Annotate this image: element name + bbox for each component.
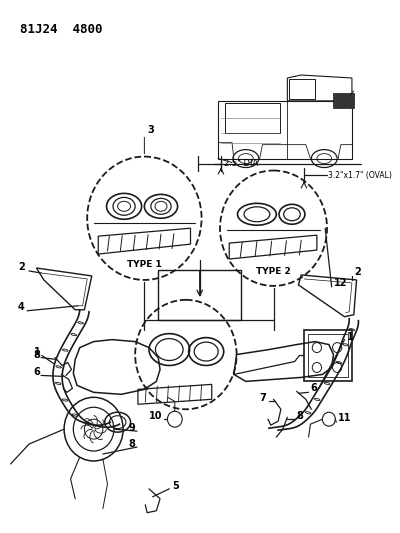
Text: 5: 5 <box>172 481 179 491</box>
Text: 12: 12 <box>334 278 347 288</box>
Bar <box>304 330 352 382</box>
Text: 6: 6 <box>310 383 317 393</box>
Text: 2: 2 <box>18 262 25 272</box>
Bar <box>334 93 354 108</box>
Bar <box>289 79 315 99</box>
Text: 2: 2 <box>354 267 360 277</box>
Text: 9: 9 <box>129 423 136 433</box>
Bar <box>308 334 348 377</box>
Text: 6: 6 <box>33 367 40 377</box>
Text: TYPE 1: TYPE 1 <box>127 260 162 269</box>
Bar <box>218 101 352 158</box>
Text: 8: 8 <box>296 411 304 421</box>
Text: 8: 8 <box>33 350 40 360</box>
Text: 3: 3 <box>147 125 154 135</box>
Text: 1: 1 <box>347 332 354 342</box>
Text: 1: 1 <box>34 346 40 357</box>
Text: TYPE 2: TYPE 2 <box>256 268 291 277</box>
Text: 11: 11 <box>338 413 352 423</box>
Text: 3.2"x1.7" (OVAL): 3.2"x1.7" (OVAL) <box>328 171 392 180</box>
Text: 10: 10 <box>149 411 163 421</box>
Text: 4: 4 <box>18 302 25 312</box>
Text: 81J24  4800: 81J24 4800 <box>20 23 102 36</box>
Bar <box>225 103 280 133</box>
Text: 8: 8 <box>129 439 136 449</box>
Text: 2.5" DIA: 2.5" DIA <box>224 159 258 168</box>
Text: 7: 7 <box>260 393 266 403</box>
Bar <box>158 270 241 320</box>
